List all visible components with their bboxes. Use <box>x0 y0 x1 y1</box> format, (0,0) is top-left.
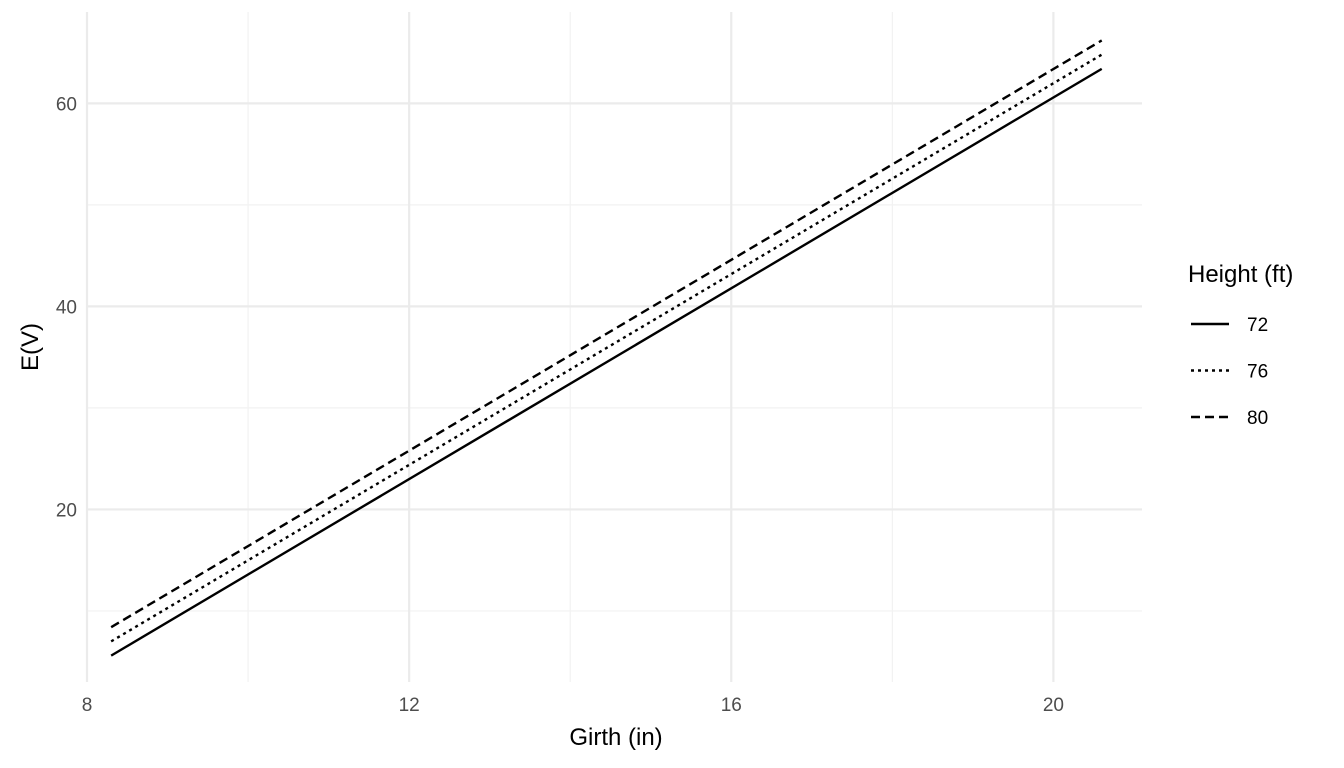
y-axis-title: E(V) <box>17 323 44 371</box>
x-axis-title: Girth (in) <box>569 724 662 751</box>
series-line-80 <box>110 39 1103 629</box>
legend-item-80: 80 <box>1191 408 1268 429</box>
legend-label: 72 <box>1247 315 1268 336</box>
y-axis-tick-labels: 20 40 60 <box>56 94 77 521</box>
legend-items: 72 76 80 <box>1191 315 1268 429</box>
series-line-72 <box>110 67 1103 657</box>
x-tick-label: 20 <box>1043 695 1064 716</box>
x-axis-tick-labels: 8 12 16 20 <box>82 695 1064 716</box>
y-tick-label: 60 <box>56 94 77 115</box>
x-tick-label: 16 <box>721 695 742 716</box>
x-tick-label: 8 <box>82 695 93 716</box>
legend-title: Height (ft) <box>1188 261 1293 288</box>
y-tick-label: 20 <box>56 500 77 521</box>
series-lines <box>110 39 1103 657</box>
minor-gridlines <box>87 12 1142 682</box>
legend-label: 80 <box>1247 408 1268 429</box>
series-line-76 <box>110 53 1103 643</box>
x-tick-label: 12 <box>399 695 420 716</box>
legend-item-76: 76 <box>1191 362 1268 383</box>
legend-item-72: 72 <box>1191 315 1268 336</box>
legend-label: 76 <box>1247 362 1268 383</box>
major-gridlines <box>85 12 1142 682</box>
legend: Height (ft) 72 76 80 <box>1188 261 1293 429</box>
y-tick-label: 40 <box>56 297 77 318</box>
